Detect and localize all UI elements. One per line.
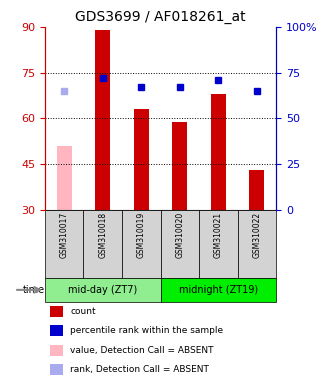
Bar [49, 325, 64, 336]
FancyBboxPatch shape [122, 210, 160, 278]
Text: midnight (ZT19): midnight (ZT19) [179, 285, 258, 295]
Text: GSM310021: GSM310021 [214, 212, 223, 258]
Bar [172, 121, 187, 210]
Text: value, Detection Call = ABSENT: value, Detection Call = ABSENT [70, 346, 214, 355]
Bar [57, 146, 72, 210]
FancyBboxPatch shape [160, 210, 199, 278]
Text: percentile rank within the sample: percentile rank within the sample [70, 326, 223, 335]
Text: GSM310019: GSM310019 [137, 212, 146, 258]
Text: GSM310017: GSM310017 [60, 212, 69, 258]
Bar [134, 109, 149, 210]
FancyBboxPatch shape [160, 278, 276, 302]
FancyBboxPatch shape [45, 210, 83, 278]
Text: GSM310020: GSM310020 [175, 212, 184, 258]
FancyBboxPatch shape [83, 210, 122, 278]
Bar [49, 364, 64, 376]
Text: rank, Detection Call = ABSENT: rank, Detection Call = ABSENT [70, 366, 209, 374]
FancyBboxPatch shape [238, 210, 276, 278]
Text: time: time [23, 285, 45, 295]
FancyBboxPatch shape [45, 278, 160, 302]
Text: count: count [70, 306, 96, 316]
Bar [49, 345, 64, 356]
Text: mid-day (ZT7): mid-day (ZT7) [68, 285, 137, 295]
Text: GSM310018: GSM310018 [98, 212, 107, 258]
Bar [211, 94, 226, 210]
Bar [49, 306, 64, 316]
Bar [249, 170, 264, 210]
Text: GSM310022: GSM310022 [252, 212, 261, 258]
Bar [95, 30, 110, 210]
Title: GDS3699 / AF018261_at: GDS3699 / AF018261_at [75, 10, 246, 25]
FancyBboxPatch shape [199, 210, 238, 278]
